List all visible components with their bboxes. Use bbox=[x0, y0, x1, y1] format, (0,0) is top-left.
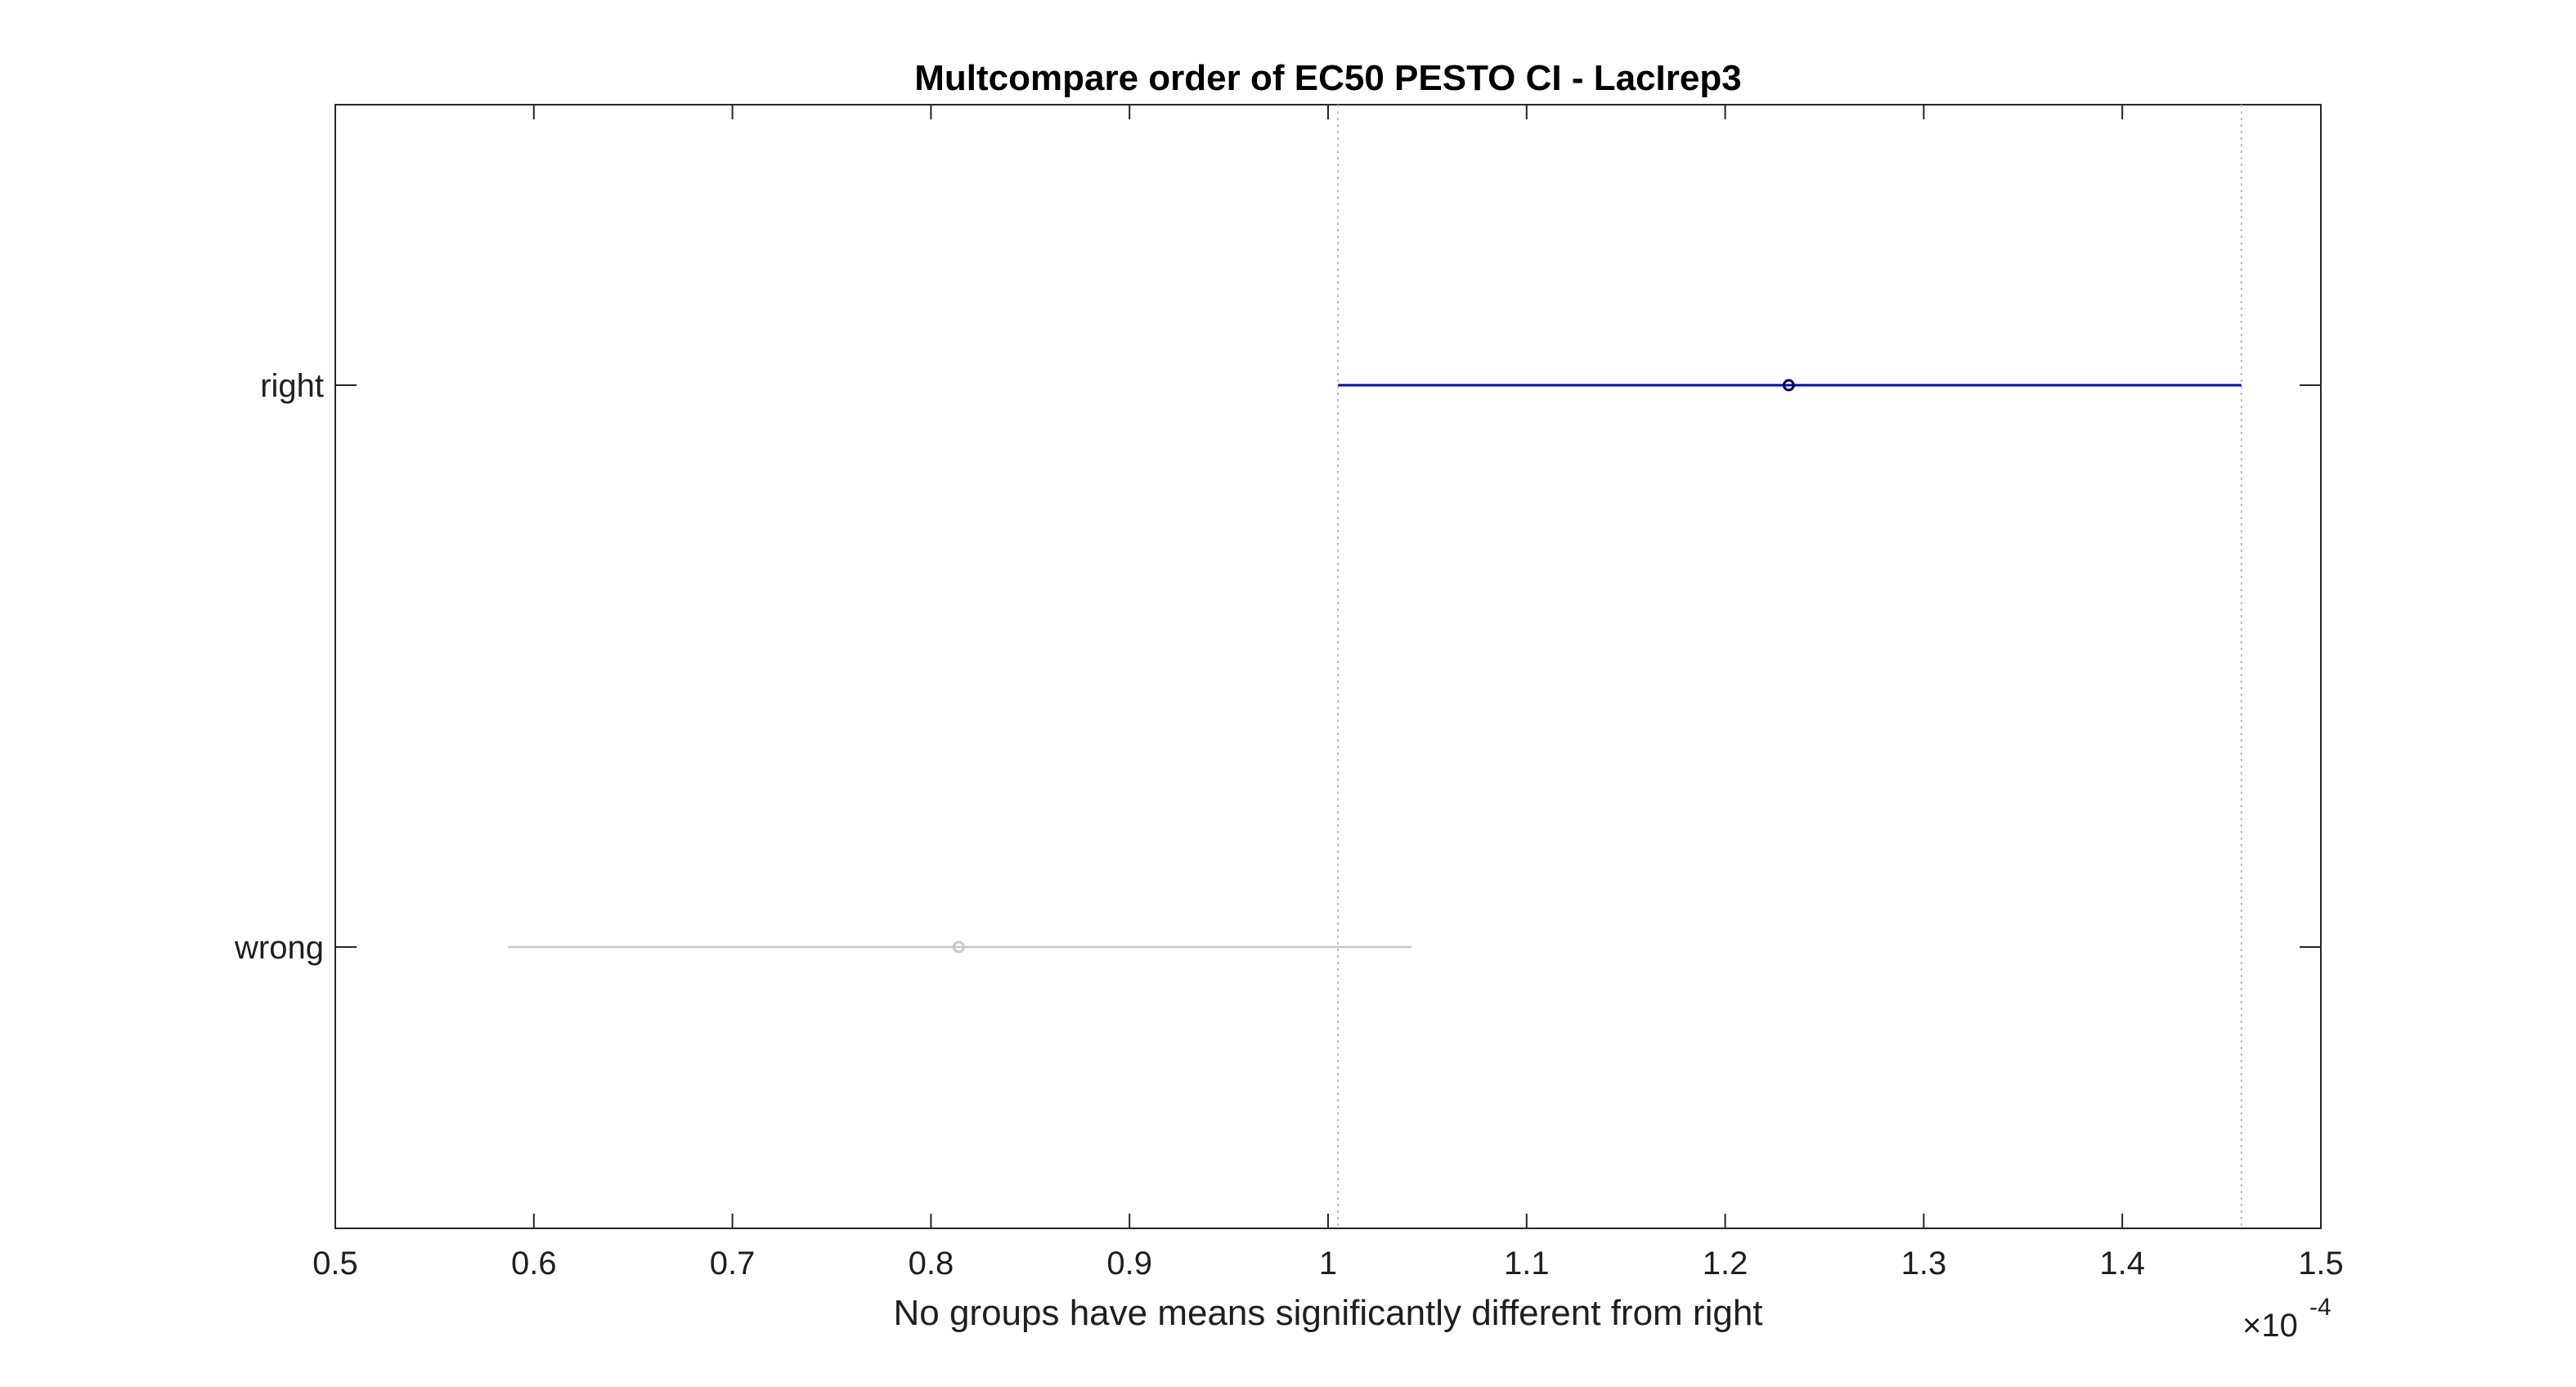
y-tick-label-wrong: wrong bbox=[234, 930, 324, 966]
x-tick-label: 0.8 bbox=[909, 1246, 954, 1282]
x-tick-label: 1.4 bbox=[2099, 1246, 2145, 1282]
mean-marker-wrong[interactable] bbox=[952, 940, 965, 954]
plot-area: 0.5 0.6 0.7 0.8 0.9 1 1.1 1.2 1.3 1.4 1.5 right wron… bbox=[234, 104, 2344, 1282]
x-tick-label: 0.7 bbox=[710, 1246, 756, 1282]
x-tick-label: 1 bbox=[1319, 1246, 1337, 1282]
chart-title: Multcompare order of EC50 PESTO CI - Lac… bbox=[914, 58, 1741, 98]
x-axis-label: No groups have means significantly diffe… bbox=[893, 1293, 1762, 1333]
x-axis-exponent-power: -4 bbox=[2309, 1294, 2331, 1321]
axes-box bbox=[334, 104, 2322, 1229]
x-tick-label: 0.5 bbox=[312, 1246, 358, 1282]
x-tick-label: 1.1 bbox=[1504, 1246, 1550, 1282]
x-axis-exponent: ×10 -4 bbox=[2242, 1294, 2331, 1344]
y-tick-label-right: right bbox=[260, 368, 324, 404]
x-tick-label: 1.2 bbox=[1703, 1246, 1748, 1282]
x-tick-label: 0.9 bbox=[1106, 1246, 1152, 1282]
x-axis-exponent-base: ×10 bbox=[2242, 1308, 2298, 1344]
x-tick-label: 1.3 bbox=[1901, 1246, 1947, 1282]
x-tick-label: 0.6 bbox=[511, 1246, 557, 1282]
mean-marker-right[interactable] bbox=[1782, 379, 1795, 392]
x-tick-label: 1.5 bbox=[2298, 1246, 2344, 1282]
